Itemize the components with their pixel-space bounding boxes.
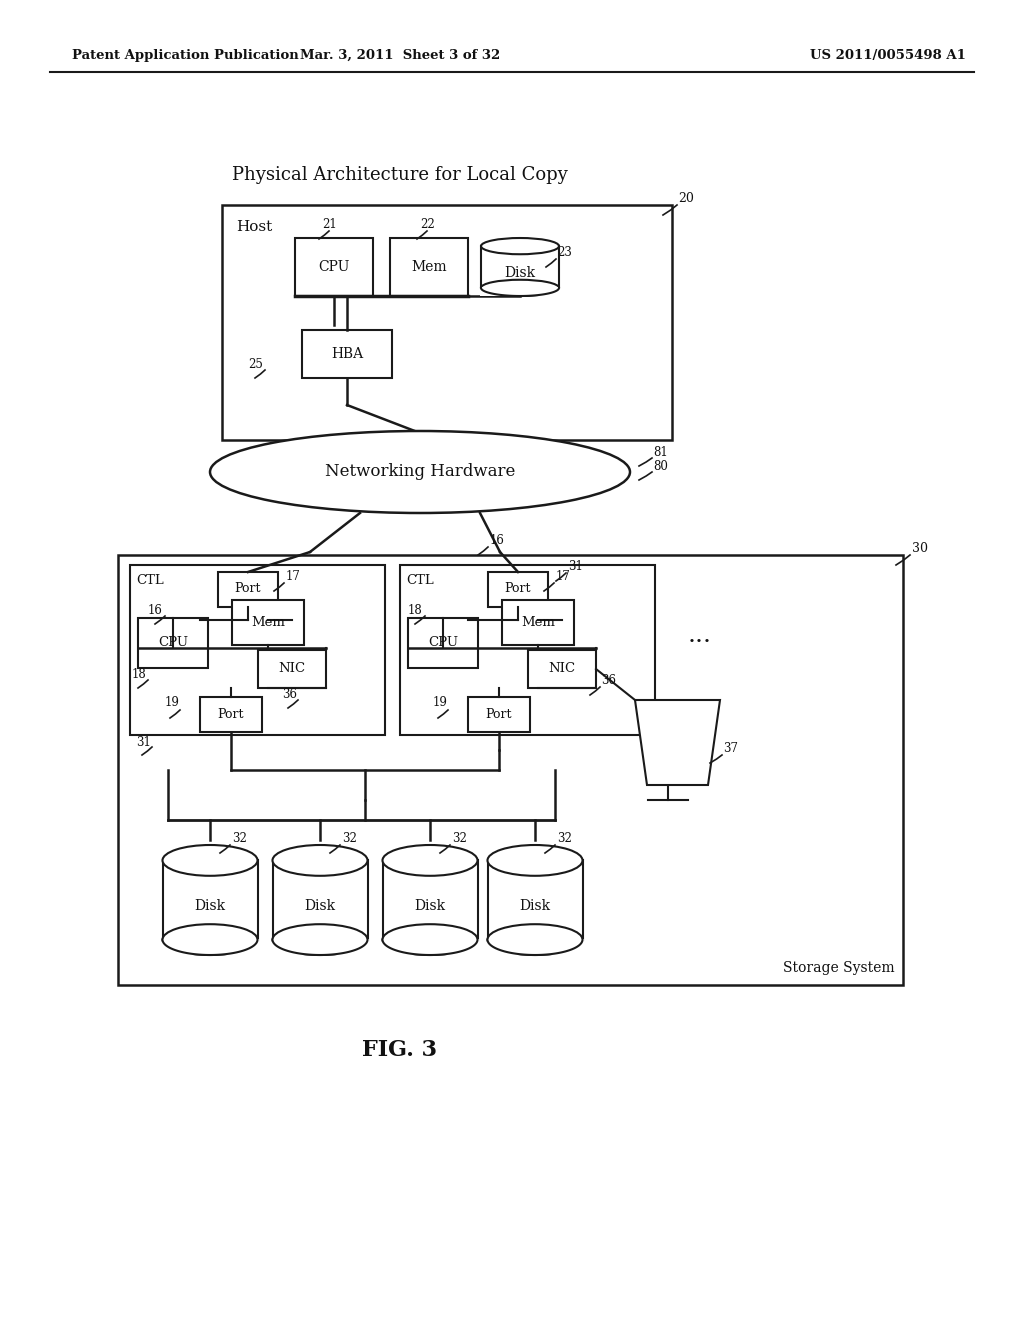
Text: 32: 32 <box>452 833 467 846</box>
Ellipse shape <box>487 924 583 954</box>
Polygon shape <box>635 700 720 785</box>
Text: Patent Application Publication: Patent Application Publication <box>72 49 299 62</box>
Text: 17: 17 <box>286 569 301 582</box>
Bar <box>163 861 257 940</box>
Text: 32: 32 <box>557 833 571 846</box>
Ellipse shape <box>163 845 257 875</box>
Text: Host: Host <box>236 220 272 234</box>
Bar <box>258 649 326 688</box>
Text: Port: Port <box>234 582 261 595</box>
Bar <box>232 601 304 645</box>
Text: Mem: Mem <box>251 615 285 628</box>
Bar <box>118 554 903 985</box>
Bar <box>302 330 392 378</box>
Ellipse shape <box>383 845 477 875</box>
Ellipse shape <box>272 845 368 875</box>
Ellipse shape <box>210 432 630 513</box>
Ellipse shape <box>481 238 559 255</box>
Text: 22: 22 <box>421 219 435 231</box>
Text: 21: 21 <box>323 219 337 231</box>
Bar <box>528 649 596 688</box>
Text: Storage System: Storage System <box>783 961 895 975</box>
Bar <box>383 861 477 940</box>
Text: CPU: CPU <box>318 260 349 275</box>
Bar <box>295 238 373 296</box>
Text: 31: 31 <box>568 561 583 573</box>
Text: 30: 30 <box>912 541 928 554</box>
Bar <box>487 861 583 940</box>
Text: NIC: NIC <box>279 663 305 676</box>
Text: Port: Port <box>218 708 245 721</box>
Text: NIC: NIC <box>549 663 575 676</box>
Text: Disk: Disk <box>415 899 445 912</box>
Text: FIG. 3: FIG. 3 <box>362 1039 437 1061</box>
Text: 36: 36 <box>282 689 297 701</box>
Bar <box>222 205 672 440</box>
Text: HBA: HBA <box>331 347 364 360</box>
Ellipse shape <box>272 924 368 954</box>
Ellipse shape <box>487 845 583 875</box>
Text: 16: 16 <box>490 533 505 546</box>
Bar <box>502 601 574 645</box>
Text: 18: 18 <box>132 668 146 681</box>
Text: 32: 32 <box>232 833 247 846</box>
Text: 23: 23 <box>557 247 571 260</box>
Ellipse shape <box>481 280 559 296</box>
Text: 81: 81 <box>653 446 668 458</box>
Bar <box>400 565 655 735</box>
Text: 31: 31 <box>136 735 151 748</box>
Bar <box>130 565 385 735</box>
Text: Disk: Disk <box>505 267 536 280</box>
Text: 19: 19 <box>433 697 447 710</box>
Text: Disk: Disk <box>519 899 551 912</box>
Bar <box>138 618 208 668</box>
Bar <box>468 697 530 733</box>
Text: 20: 20 <box>678 191 694 205</box>
Ellipse shape <box>163 924 257 954</box>
Bar <box>481 246 559 288</box>
Text: Mar. 3, 2011  Sheet 3 of 32: Mar. 3, 2011 Sheet 3 of 32 <box>300 49 500 62</box>
Text: 37: 37 <box>723 742 738 755</box>
Bar <box>218 572 278 607</box>
Text: CTL: CTL <box>406 574 434 587</box>
Text: Port: Port <box>505 582 531 595</box>
Bar <box>162 939 258 954</box>
Text: Mem: Mem <box>412 260 446 275</box>
Text: 32: 32 <box>342 833 357 846</box>
Text: Networking Hardware: Networking Hardware <box>325 463 515 480</box>
Bar <box>200 697 262 733</box>
Bar <box>271 939 369 954</box>
Bar <box>272 861 368 940</box>
Text: CTL: CTL <box>136 574 164 587</box>
Bar <box>408 618 478 668</box>
Ellipse shape <box>383 924 477 954</box>
Text: CPU: CPU <box>428 636 458 649</box>
Bar <box>390 238 468 296</box>
Text: Physical Architecture for Local Copy: Physical Architecture for Local Copy <box>232 166 568 183</box>
Text: 16: 16 <box>148 603 163 616</box>
Text: 18: 18 <box>408 603 423 616</box>
Bar <box>480 286 560 296</box>
Text: ...: ... <box>688 623 712 647</box>
Bar <box>486 939 584 954</box>
Bar <box>488 572 548 607</box>
Text: 19: 19 <box>165 697 180 710</box>
Text: Port: Port <box>485 708 512 721</box>
Text: 36: 36 <box>601 673 616 686</box>
Text: 80: 80 <box>653 459 668 473</box>
Bar <box>382 939 478 954</box>
Text: 17: 17 <box>556 569 570 582</box>
Text: 25: 25 <box>248 359 263 371</box>
Text: US 2011/0055498 A1: US 2011/0055498 A1 <box>810 49 966 62</box>
Text: CPU: CPU <box>158 636 188 649</box>
Text: Disk: Disk <box>304 899 336 912</box>
Text: Mem: Mem <box>521 615 555 628</box>
Text: Disk: Disk <box>195 899 225 912</box>
